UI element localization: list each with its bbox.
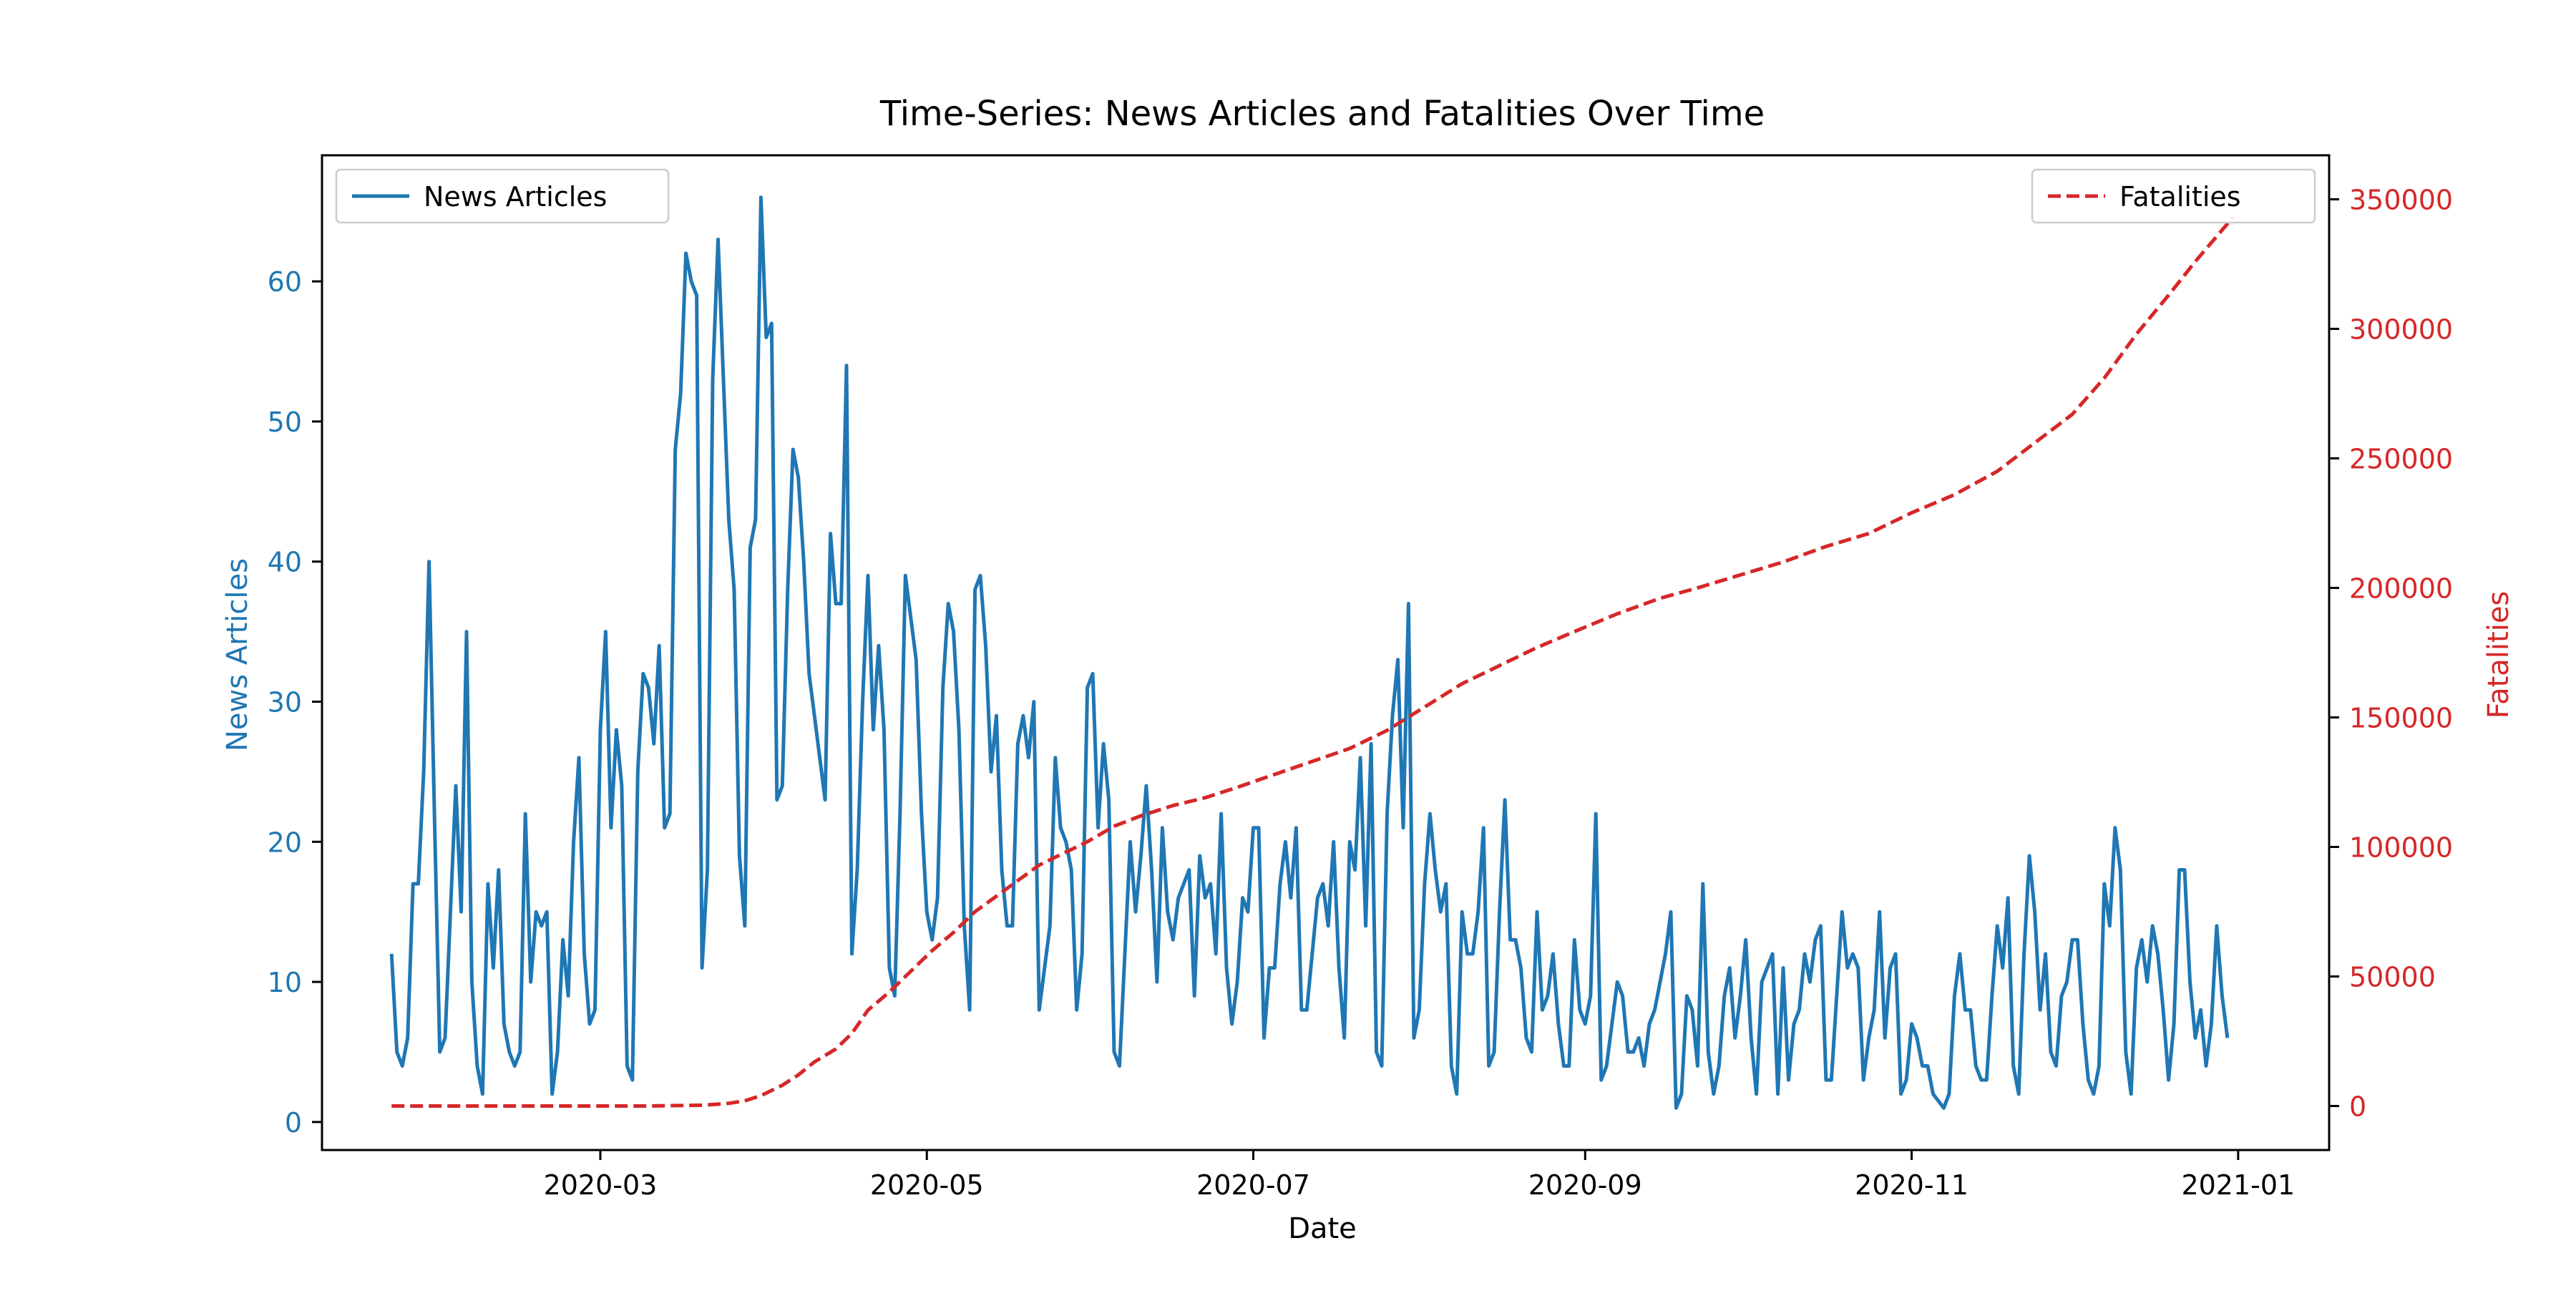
right-tick-label: 150000 [2349,702,2453,734]
x-tick-label: 2020-09 [1528,1169,1642,1201]
legend-box [2031,168,2316,224]
legend-label: News Articles [424,181,607,213]
x-tick-label: 2020-05 [870,1169,984,1201]
right-tick-label: 50000 [2349,961,2436,993]
x-tick-label: 2021-01 [2181,1169,2295,1201]
left-tick-label: 20 [268,827,302,858]
right-tick-label: 200000 [2349,573,2453,605]
series-line-fatalities [391,216,2235,1108]
x-axis-label: Date [1288,1212,1357,1245]
x-tick-label: 2020-11 [1855,1169,1968,1201]
plot-frame [321,154,2331,1151]
right-tick-label: 100000 [2349,832,2453,863]
left-tick-label: 10 [268,967,302,998]
x-tick-label: 2020-03 [544,1169,658,1201]
chart-title: Time-Series: News Articles and Fatalitie… [879,94,1765,134]
plot-area: 2020-03 2020-05 2020-07 2020-09 2020-11 2021-… [268,154,2453,1201]
right-tick-label: 350000 [2349,185,2453,216]
right-axis-label: Fatalities [2482,591,2515,719]
left-tick-label: 60 [268,266,302,298]
series-line-news-articles [389,195,2230,1110]
legend-news-articles: News Articles [335,168,670,224]
legend-label: Fatalities [2119,181,2241,213]
left-tick-label: 0 [285,1107,302,1139]
left-tick-label: 30 [268,687,302,718]
right-tick-label: 300000 [2349,314,2453,346]
right-tick-label: 0 [2349,1091,2366,1122]
x-tick-label: 2020-07 [1196,1169,1310,1201]
right-tick-label: 250000 [2349,444,2453,475]
left-axis-label: News Articles [221,558,254,751]
legend-fatalities: Fatalities [2031,168,2316,224]
left-tick-label: 40 [268,547,302,578]
legend-box [335,168,670,224]
left-tick-label: 50 [268,406,302,438]
